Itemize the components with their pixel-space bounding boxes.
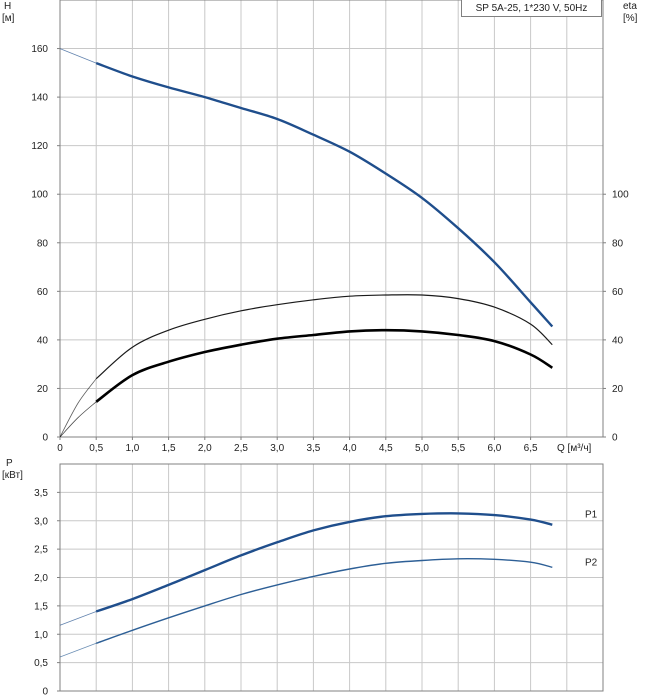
P2-series-label: P2	[585, 557, 598, 568]
P1-curve	[95, 512, 553, 613]
y-tick-label-right: 60	[612, 287, 624, 298]
power-panel-series	[59, 512, 553, 658]
x-tick-label: 0	[57, 443, 63, 454]
x-tick-label: 6,5	[524, 443, 538, 454]
efficiency-total-extrapolated-line	[59, 378, 97, 438]
y-tick-label-left: 2,5	[34, 545, 48, 556]
efficiency-hydraulic-curve	[95, 328, 553, 403]
x-tick-label: 2,0	[198, 443, 212, 454]
y-tick-label-right: 80	[612, 238, 624, 249]
y-tick-label-left: 120	[31, 141, 48, 152]
head-extrapolated-line	[59, 48, 97, 64]
pump-model-label: SP 5A-25, 1*230 V, 50Hz	[461, 0, 602, 17]
y-tick-label-left: 0	[42, 687, 48, 698]
y-tick-label-right: 100	[612, 190, 629, 201]
y-tick-label-right: 40	[612, 335, 624, 346]
power-panel-grid	[59, 463, 604, 692]
y-tick-label-left: 1,0	[34, 630, 48, 641]
x-tick-label: 4,0	[343, 443, 357, 454]
y-tick-label-left: 40	[37, 335, 49, 346]
y-tick-label-left: 140	[31, 93, 48, 104]
x-tick-label: 3,5	[306, 443, 320, 454]
head-curve	[95, 61, 554, 328]
head-panel-series	[59, 48, 554, 438]
x-tick-label: 0,5	[89, 443, 103, 454]
x-tick-label: 4,5	[379, 443, 393, 454]
y-tick-label-left: 0,5	[34, 658, 48, 669]
y-tick-label-left: 3,0	[34, 516, 48, 527]
P2-curve	[95, 558, 553, 644]
y-tick-label-left: 20	[37, 384, 49, 395]
head-panel-frame	[59, 0, 604, 438]
x-tick-label: 3,0	[270, 443, 284, 454]
y-tick-label-left: 100	[31, 190, 48, 201]
y-axis-unit-left: [м]	[2, 13, 15, 24]
y-tick-label-right: 20	[612, 384, 624, 395]
y-axis-unit-right: [%]	[623, 13, 638, 24]
y-tick-label-left: 2,0	[34, 573, 48, 584]
y-tick-label-left: 3,5	[34, 488, 48, 499]
x-tick-label: 2,5	[234, 443, 248, 454]
x-tick-label: 6,0	[487, 443, 501, 454]
P1-extrapolated-line	[59, 611, 97, 626]
P1-series-label: P1	[585, 510, 598, 521]
x-tick-label: 5,5	[451, 443, 465, 454]
x-tick-label: 5,0	[415, 443, 429, 454]
y-tick-label-left: 160	[31, 44, 48, 55]
y-tick-label-left: 1,5	[34, 601, 48, 612]
power-axis-title: P	[6, 458, 13, 469]
axis-labels: P1 P2 0 20 40 60 80 100 120 140 160 0 20 40 60 80 100 0 0,…	[2, 1, 638, 698]
x-tick-label: 1,5	[162, 443, 176, 454]
y-tick-label-right: 0	[612, 433, 618, 444]
x-axis-label: Q [м³/ч]	[557, 443, 592, 454]
y-tick-label-left: 0	[42, 433, 48, 444]
y-axis-title-right: eta	[623, 1, 637, 12]
x-tick-label: 1,0	[125, 443, 139, 454]
y-tick-label-left: 60	[37, 287, 49, 298]
y-tick-label-left: 80	[37, 238, 49, 249]
P2-extrapolated-line	[59, 642, 97, 658]
power-axis-unit: [кВт]	[2, 470, 23, 481]
efficiency-hydraulic-extrapolated-line	[59, 401, 97, 438]
head-panel-grid	[59, 0, 604, 438]
efficiency-total-curve	[95, 294, 553, 380]
y-axis-title-left: H	[4, 1, 11, 12]
